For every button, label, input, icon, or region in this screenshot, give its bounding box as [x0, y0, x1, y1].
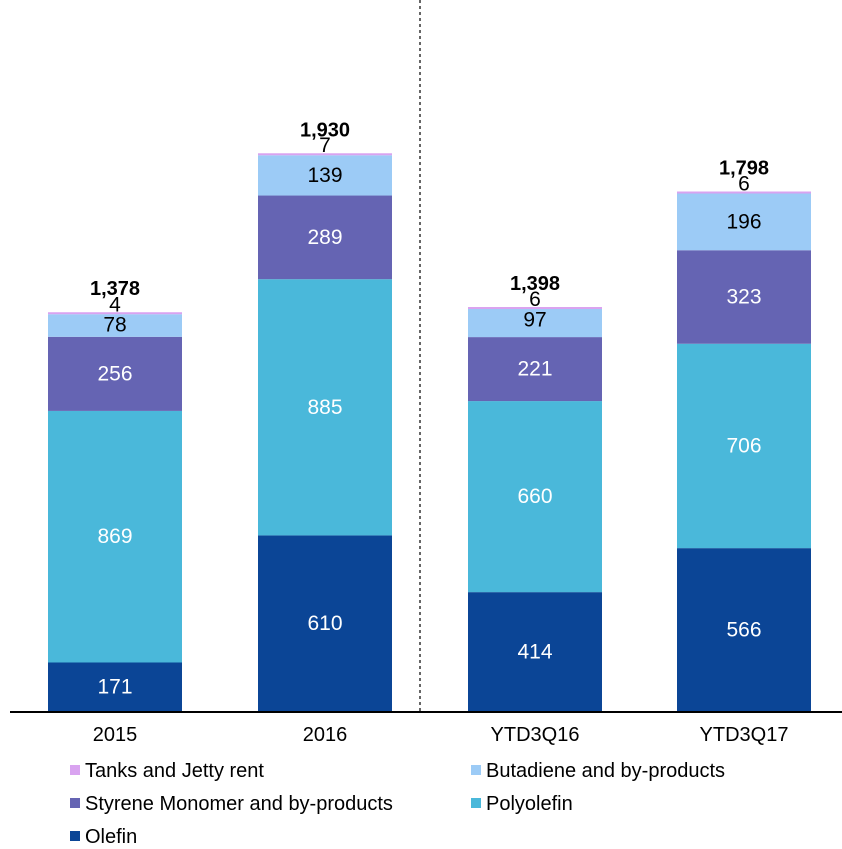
total-label-2016: 1,930: [300, 119, 350, 141]
value-label-styrene-monomer-and-by-products-2016: 289: [307, 226, 342, 249]
value-label-tanks-and-jetty-rent-ytd3q17: 6: [738, 172, 750, 195]
value-label-polyolefin-2016: 885: [307, 396, 342, 419]
bar-styrene-monomer-and-by-products-2016: [258, 195, 392, 280]
total-label-ytd3q17: 1,798: [719, 158, 769, 180]
bar-tanks-and-jetty-rent-2015: [48, 312, 182, 315]
bar-butadiene-and-by-products-2015: [48, 314, 182, 337]
bar-olefin-2016: [258, 535, 392, 712]
value-label-styrene-monomer-and-by-products-2015: 256: [97, 362, 132, 385]
category-label-ytd3q16: YTD3Q16: [491, 724, 580, 746]
category-label-ytd3q17: YTD3Q17: [700, 724, 789, 746]
bar-polyolefin-ytd3q17: [677, 343, 811, 549]
value-label-butadiene-and-by-products-ytd3q17: 196: [726, 210, 761, 233]
bar-olefin-2015: [48, 662, 182, 712]
legend: Tanks and Jetty rent Butadiene and by-pro…: [70, 760, 725, 848]
value-label-tanks-and-jetty-rent-ytd3q16: 6: [529, 288, 541, 311]
legend-label-styrene-monomer-and-by-products: Styrene Monomer and by-products: [85, 793, 393, 815]
bar-butadiene-and-by-products-ytd3q17: [677, 193, 811, 251]
total-label-ytd3q16: 1,398: [510, 273, 560, 295]
value-label-tanks-and-jetty-rent-2016: 7: [319, 134, 331, 157]
bar-tanks-and-jetty-rent-2016: [258, 153, 392, 156]
bar-polyolefin-2015: [48, 410, 182, 663]
value-label-olefin-ytd3q17: 566: [726, 619, 761, 642]
value-label-olefin-ytd3q16: 414: [517, 641, 552, 664]
bar-butadiene-and-by-products-ytd3q16: [468, 309, 602, 338]
bar-styrene-monomer-and-by-products-ytd3q16: [468, 337, 602, 402]
value-label-olefin-2016: 610: [307, 612, 342, 635]
legend-label-olefin: Olefin: [85, 826, 137, 848]
bar-styrene-monomer-and-by-products-2015: [48, 336, 182, 411]
legend-swatch-butadiene-and-by-products: [471, 765, 481, 775]
value-label-butadiene-and-by-products-ytd3q16: 97: [523, 309, 546, 332]
bar-butadiene-and-by-products-2016: [258, 155, 392, 196]
bar-polyolefin-ytd3q16: [468, 401, 602, 593]
category-label-2015: 2015: [93, 724, 138, 746]
legend-label-butadiene-and-by-products: Butadiene and by-products: [486, 760, 725, 782]
value-label-styrene-monomer-and-by-products-ytd3q16: 221: [517, 358, 552, 381]
total-label-2015: 1,378: [90, 278, 140, 300]
legend-swatch-styrene-monomer-and-by-products: [70, 798, 80, 808]
value-label-butadiene-and-by-products-2016: 139: [307, 164, 342, 187]
labels-layer: 1718692567841,37861088528913971,93041466…: [90, 119, 769, 698]
legend-label-polyolefin: Polyolefin: [486, 793, 573, 815]
bar-olefin-ytd3q17: [677, 548, 811, 712]
value-label-styrene-monomer-and-by-products-ytd3q17: 323: [726, 286, 761, 309]
category-labels: 2015 2016 YTD3Q16 YTD3Q17: [93, 724, 789, 746]
bar-olefin-ytd3q16: [468, 592, 602, 712]
legend-swatch-tanks-and-jetty-rent: [70, 765, 80, 775]
bar-tanks-and-jetty-rent-ytd3q16: [468, 307, 602, 310]
legend-label-tanks-and-jetty-rent: Tanks and Jetty rent: [85, 760, 264, 782]
bar-polyolefin-2016: [258, 279, 392, 536]
value-label-polyolefin-2015: 869: [97, 525, 132, 548]
legend-swatch-olefin: [70, 831, 80, 841]
bars-layer: [48, 153, 811, 712]
legend-swatch-polyolefin: [471, 798, 481, 808]
value-label-polyolefin-ytd3q17: 706: [726, 434, 761, 457]
bar-tanks-and-jetty-rent-ytd3q17: [677, 191, 811, 194]
bar-styrene-monomer-and-by-products-ytd3q17: [677, 250, 811, 344]
value-label-olefin-2015: 171: [97, 676, 132, 699]
value-label-butadiene-and-by-products-2015: 78: [103, 314, 126, 337]
value-label-tanks-and-jetty-rent-2015: 4: [109, 294, 121, 317]
value-label-polyolefin-ytd3q16: 660: [517, 485, 552, 508]
category-label-2016: 2016: [303, 724, 348, 746]
